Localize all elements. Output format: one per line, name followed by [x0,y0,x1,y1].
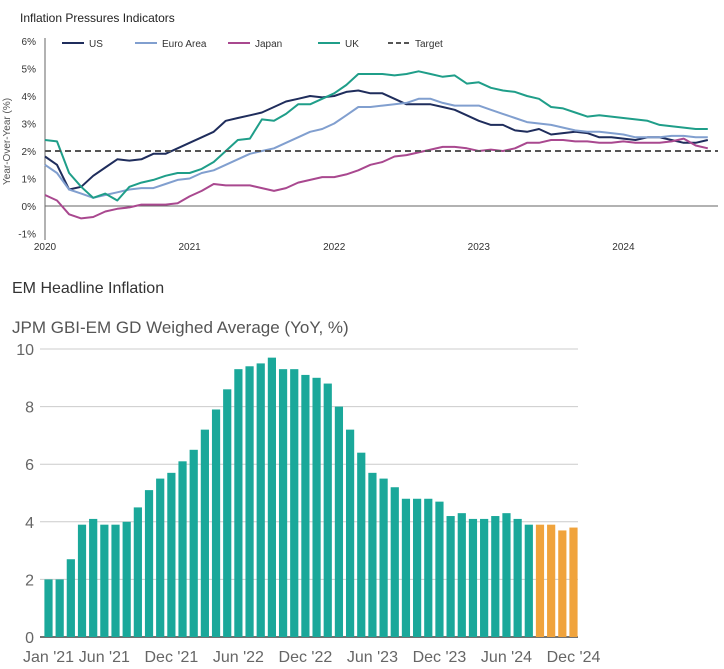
x-tick-label: 2024 [612,242,635,253]
x-tick-label: Jan '21 [23,649,74,666]
bar [77,524,87,637]
bar [66,559,75,637]
bar [156,478,165,637]
bar [211,409,221,637]
bar [55,579,64,637]
bar [524,524,533,637]
bar [234,369,243,637]
bar [323,383,332,637]
bar [312,377,321,637]
bar [301,374,310,637]
bar [290,369,299,637]
bar [413,498,422,637]
legend-label: Target [415,39,443,50]
bar [245,366,254,637]
bar [435,501,444,637]
bar [133,507,142,637]
legend-label: Euro Area [162,39,207,50]
forecast-bar [569,527,578,637]
bar [100,524,109,637]
bar [334,406,344,637]
bar [200,429,209,637]
bottom-chart-title: EM Headline Inflation [12,280,164,297]
bar [457,513,466,637]
y-tick-label: 2 [25,572,34,589]
bar [256,363,265,637]
y-tick-label: 8 [25,400,34,417]
bar [178,461,187,637]
forecast-bar [547,524,556,637]
legend-label: US [89,39,103,50]
y-tick-label: 5% [22,65,37,76]
top-y-axis-label: Year-Over-Year (%) [2,98,13,185]
x-tick-label: Dec '21 [144,649,198,666]
series-line-euro-area [44,97,708,199]
x-tick-label: 2020 [34,242,57,253]
bar [278,369,288,637]
series-line-uk [44,70,708,202]
bar [424,498,433,637]
x-tick-label: Dec '24 [547,649,601,666]
bar [502,513,511,637]
top-chart-title: Inflation Pressures Indicators [20,11,175,25]
bar [491,516,500,637]
y-tick-label: 4 [25,515,34,532]
bar [468,518,478,637]
y-tick-label: 4% [22,92,37,103]
y-tick-label: 0 [25,630,34,647]
bar [189,449,198,637]
y-tick-label: 6 [25,457,34,474]
bar [357,452,366,637]
bar [379,478,388,637]
x-tick-label: Jun '21 [79,649,130,666]
bottom-chart-subtitle: JPM GBI-EM GD Weighed Average (YoY, %) [12,318,349,337]
x-tick-label: 2021 [178,242,201,253]
y-tick-label: 10 [16,342,34,359]
bar [368,472,377,637]
bar [513,518,522,637]
x-tick-label: 2023 [468,242,491,253]
bar [89,518,98,637]
series-line-us [44,89,709,191]
bar [44,579,53,637]
y-tick-label: 1% [22,175,37,186]
x-tick-label: Jun '23 [347,649,398,666]
legend-label: Japan [255,39,282,50]
bar [122,521,131,637]
y-tick-label: 0% [22,202,37,213]
y-tick-label: 2% [22,147,37,158]
x-tick-label: 2022 [323,242,346,253]
x-tick-label: Jun '24 [481,649,532,666]
forecast-bar [558,530,567,637]
bar [480,518,489,637]
x-tick-label: Dec '23 [413,649,467,666]
forecast-bar [535,524,545,637]
series-line-japan [44,137,709,220]
bar [446,516,455,637]
bar [144,490,154,637]
x-tick-label: Dec '22 [279,649,333,666]
y-tick-label: -1% [18,230,36,241]
y-tick-label: 3% [22,120,37,131]
y-tick-label: 6% [22,37,37,48]
bar [267,357,276,637]
bar [111,524,120,637]
bar [345,429,355,637]
bar [167,472,176,637]
bar [390,487,399,637]
legend-label: UK [345,39,359,50]
bar [401,498,411,637]
x-tick-label: Jun '22 [213,649,264,666]
bar [223,389,232,637]
